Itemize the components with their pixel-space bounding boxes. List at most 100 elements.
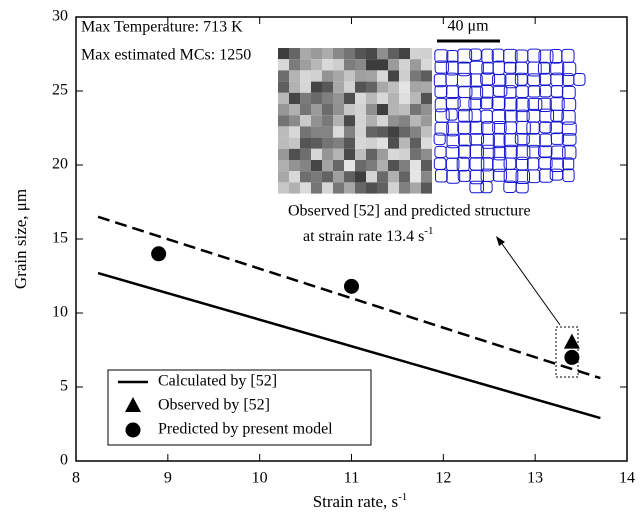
grain bbox=[322, 137, 333, 149]
grain-boundary bbox=[433, 132, 446, 146]
grain-boundary bbox=[550, 132, 565, 145]
grain bbox=[322, 160, 333, 172]
grain-boundary bbox=[492, 120, 507, 134]
grain bbox=[333, 126, 344, 138]
grain bbox=[399, 48, 410, 60]
grain bbox=[377, 137, 388, 149]
grain bbox=[366, 171, 377, 183]
grain-boundary bbox=[492, 168, 507, 182]
grain-boundary bbox=[456, 156, 470, 172]
grain bbox=[388, 171, 399, 183]
grain-boundary bbox=[434, 121, 449, 136]
grain bbox=[399, 126, 410, 138]
grain-boundary bbox=[481, 133, 495, 149]
circle-marker bbox=[564, 349, 580, 365]
grain bbox=[388, 92, 399, 104]
grain bbox=[311, 182, 322, 194]
circle-marker bbox=[151, 246, 167, 262]
grain bbox=[377, 182, 388, 194]
legend-label: Calculated by [52] bbox=[158, 373, 277, 390]
grain-boundary bbox=[458, 133, 472, 147]
grain bbox=[421, 160, 432, 172]
circle-marker bbox=[344, 278, 359, 294]
grain-boundary bbox=[469, 180, 484, 194]
grain bbox=[421, 81, 432, 93]
grain bbox=[322, 104, 333, 116]
grain bbox=[344, 115, 355, 127]
grain bbox=[289, 81, 300, 93]
grain bbox=[278, 92, 289, 104]
grain bbox=[300, 171, 311, 183]
grain-boundary bbox=[492, 156, 507, 172]
grain-boundary bbox=[446, 121, 459, 137]
grain bbox=[344, 171, 355, 183]
grain-boundary bbox=[503, 48, 518, 64]
grain bbox=[377, 92, 388, 104]
grain bbox=[311, 115, 322, 127]
grain bbox=[377, 104, 388, 116]
legend-label: Predicted by present model bbox=[158, 421, 333, 438]
grain bbox=[300, 137, 311, 149]
grain bbox=[311, 48, 322, 60]
grain bbox=[399, 171, 410, 183]
grain bbox=[388, 70, 399, 82]
grain bbox=[388, 160, 399, 172]
grain-boundary bbox=[562, 157, 575, 171]
grain bbox=[278, 70, 289, 82]
grain bbox=[366, 48, 377, 60]
grain-boundary bbox=[514, 132, 530, 146]
grain-boundary bbox=[457, 169, 471, 182]
grain bbox=[355, 126, 366, 138]
grain-boundary bbox=[515, 145, 531, 161]
grain-boundary bbox=[457, 97, 472, 112]
grain bbox=[278, 104, 289, 116]
grain bbox=[399, 115, 410, 127]
grain bbox=[311, 70, 322, 82]
grain bbox=[388, 104, 399, 116]
grain-boundary bbox=[492, 84, 508, 97]
grain-boundary bbox=[562, 145, 577, 160]
grain bbox=[388, 182, 399, 194]
grain bbox=[399, 160, 410, 172]
grain bbox=[333, 104, 344, 116]
grain bbox=[421, 59, 432, 71]
line-series bbox=[97, 215, 601, 380]
legend-box bbox=[107, 369, 372, 446]
annotation: Observed [52] and predicted structure bbox=[288, 203, 531, 220]
grain bbox=[399, 70, 410, 82]
annotation: at strain rate 13.4 s-1 bbox=[303, 225, 433, 245]
grain bbox=[377, 115, 388, 127]
grain bbox=[278, 160, 289, 172]
grain-boundary bbox=[561, 133, 577, 146]
grain-boundary bbox=[550, 109, 564, 122]
grain-boundary bbox=[458, 108, 473, 123]
grain-boundary bbox=[527, 61, 542, 77]
grain bbox=[344, 126, 355, 138]
grain bbox=[311, 126, 322, 138]
grain bbox=[355, 104, 366, 116]
grain bbox=[344, 92, 355, 104]
grain-boundary bbox=[446, 169, 461, 184]
y-tick-label: 15 bbox=[52, 230, 68, 247]
grain bbox=[410, 137, 421, 149]
grain-boundary bbox=[457, 48, 473, 64]
grain-boundary bbox=[561, 121, 577, 136]
grain-boundary bbox=[469, 85, 484, 100]
arrow bbox=[499, 240, 561, 326]
grain bbox=[344, 81, 355, 93]
grain bbox=[289, 182, 300, 194]
grain bbox=[388, 137, 399, 149]
grain bbox=[377, 59, 388, 71]
x-label-sup: -1 bbox=[398, 491, 407, 503]
grain bbox=[289, 115, 300, 127]
grain bbox=[322, 59, 333, 71]
grain bbox=[366, 92, 377, 104]
grain-boundary bbox=[434, 169, 448, 183]
grain bbox=[333, 171, 344, 183]
grain bbox=[355, 137, 366, 149]
grain-boundary bbox=[515, 169, 531, 184]
grain bbox=[278, 81, 289, 93]
grain bbox=[322, 171, 333, 183]
grain bbox=[355, 115, 366, 127]
grain bbox=[311, 171, 322, 183]
